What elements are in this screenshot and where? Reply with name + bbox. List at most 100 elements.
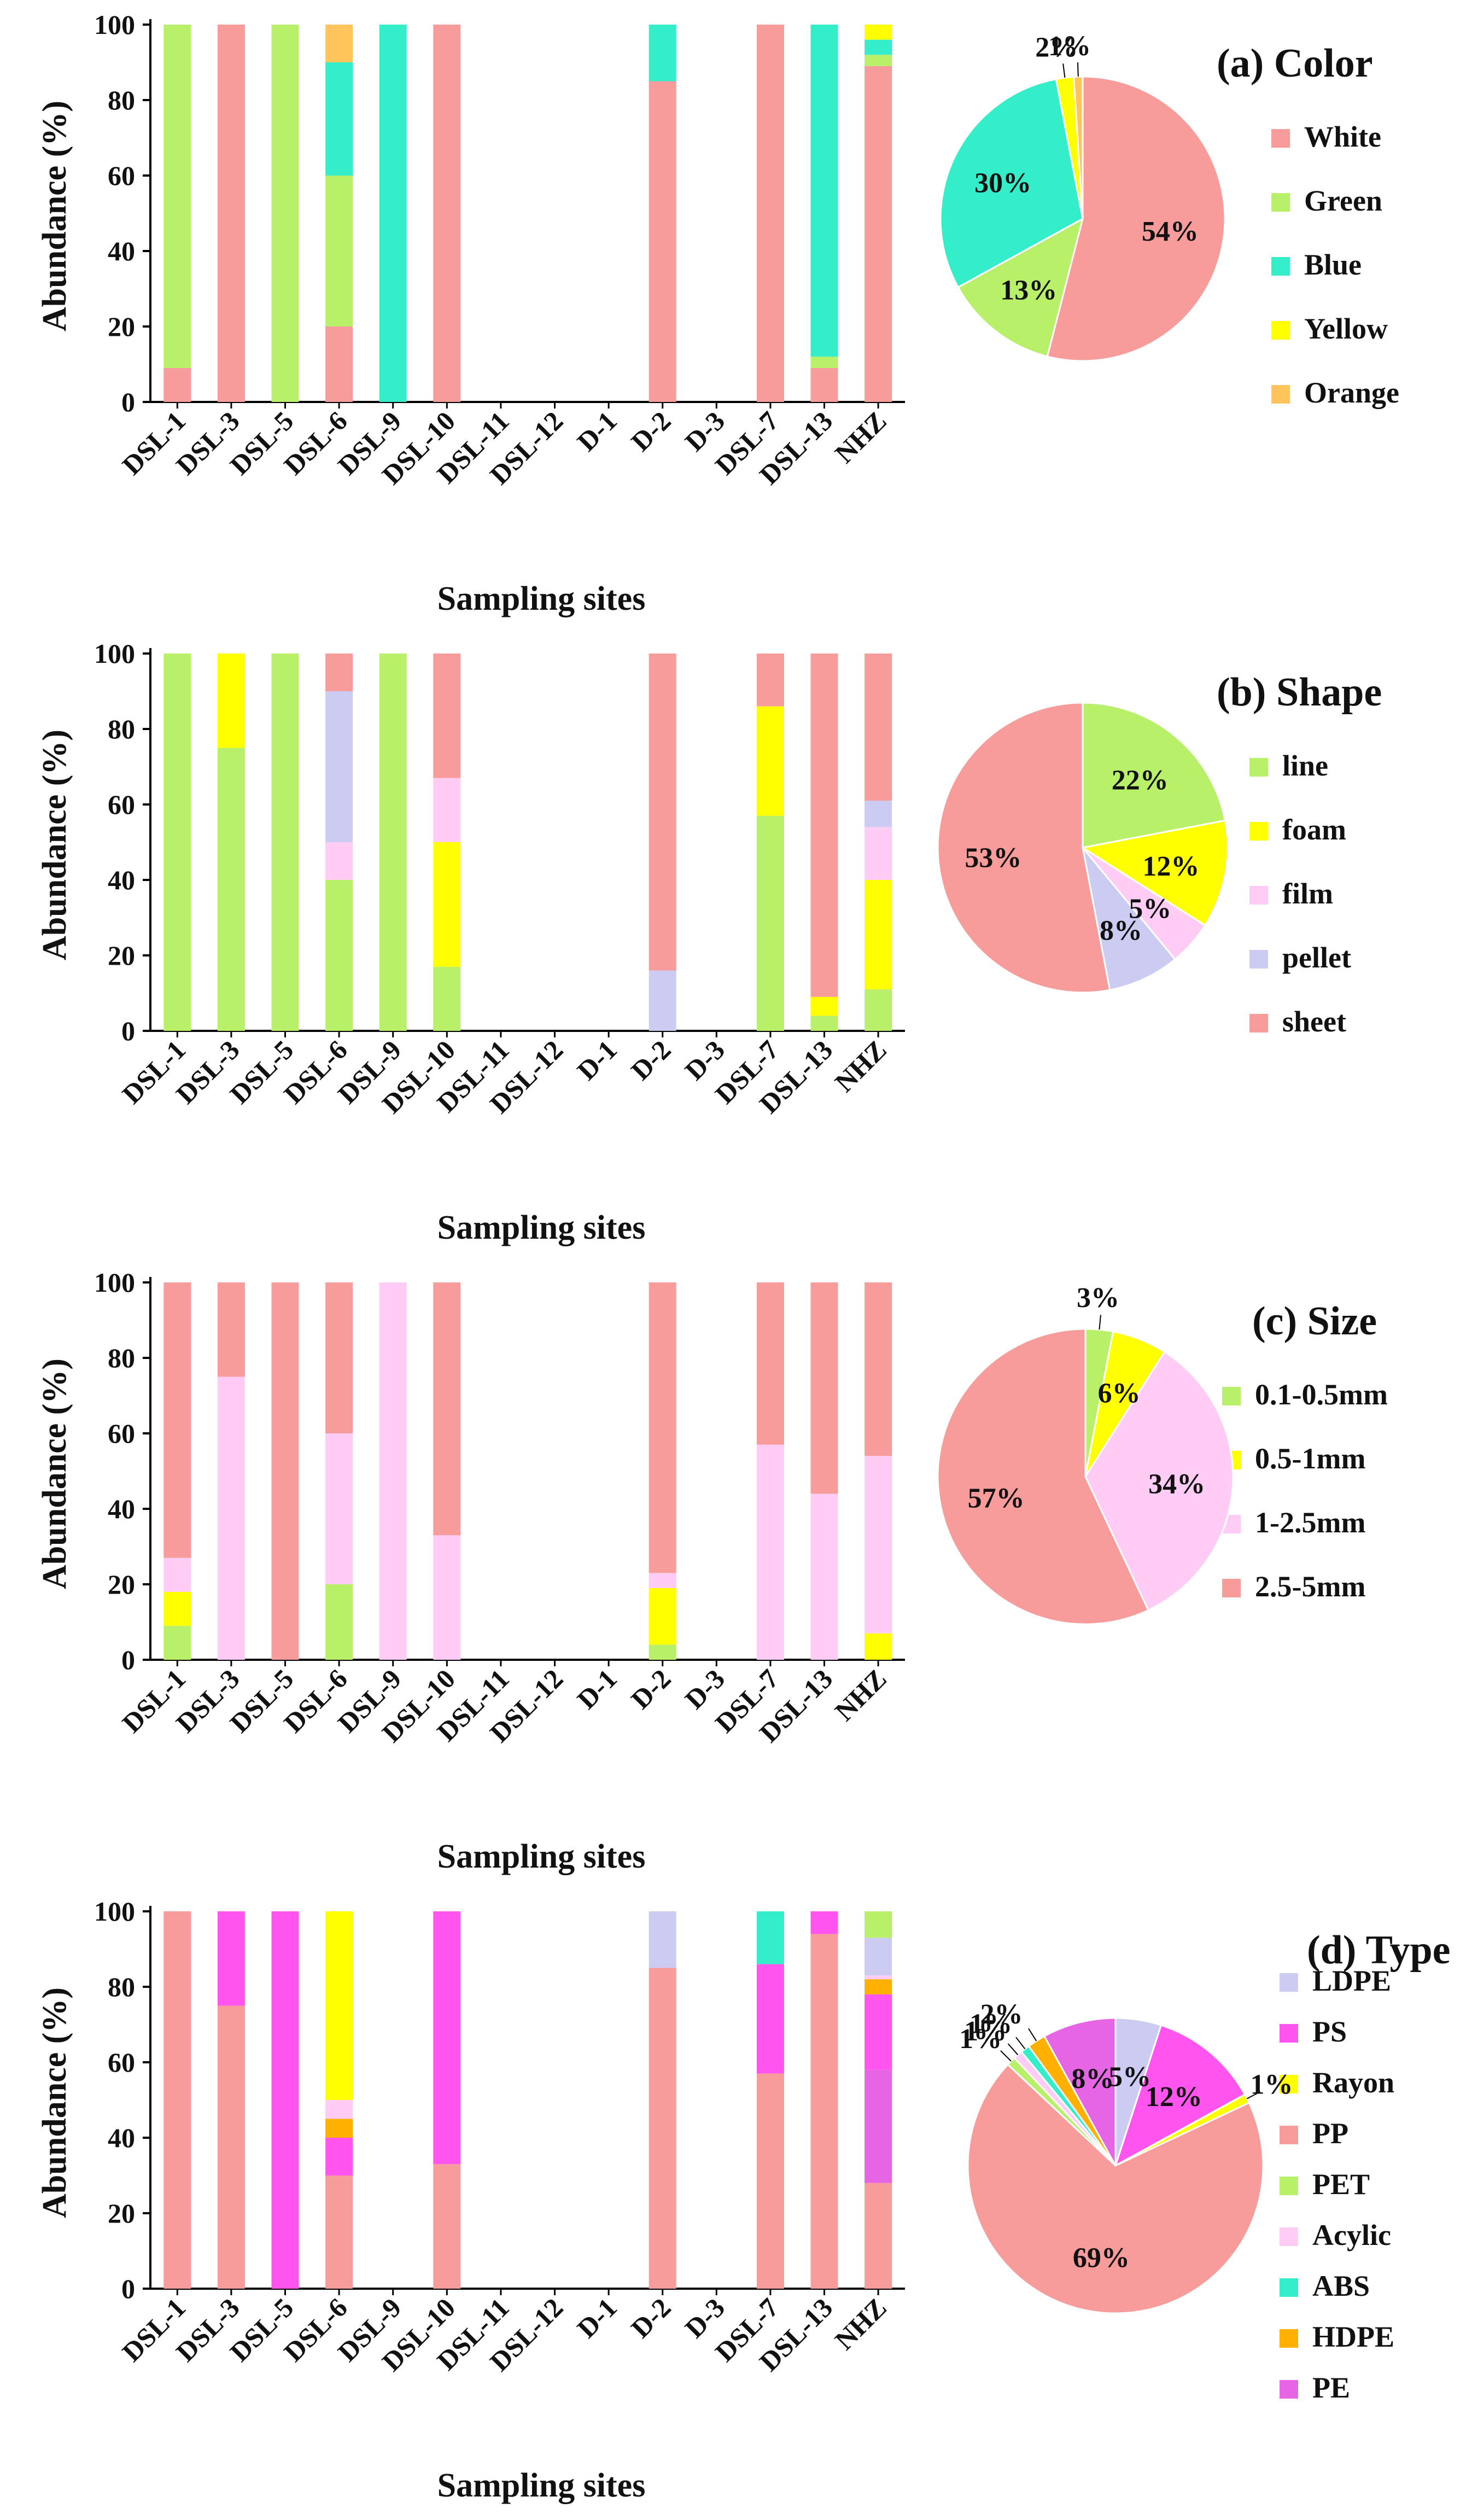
pie-slice-line [1082, 702, 1226, 849]
y-tick-label: 0 [121, 1016, 135, 1046]
legend-swatch [1280, 2024, 1298, 2043]
pie-slice-pe [1043, 2017, 1117, 2166]
x-axis-label: Sampling sites [437, 1209, 646, 1246]
pie-label: 1% [1048, 31, 1091, 62]
bar-pp [810, 1934, 838, 2289]
bar-pp [217, 2005, 245, 2289]
legend-label: line [1282, 749, 1328, 782]
pie-label: 1% [1250, 2069, 1293, 2100]
bar-green [163, 25, 191, 368]
bar-film [865, 827, 892, 880]
x-tick-label: NHZ [829, 405, 892, 469]
bar-0-5-1mm [865, 1633, 892, 1660]
bar-green [271, 25, 299, 402]
bar-white [217, 25, 245, 402]
pie-label: 13% [1000, 275, 1057, 306]
y-tick-label: 100 [94, 638, 135, 669]
panel-title: (c) Size [1252, 1299, 1377, 1344]
legend-swatch [1280, 1973, 1298, 1992]
y-tick-label: 80 [108, 714, 135, 744]
bar-1-2-5mm [217, 1376, 245, 1660]
y-tick-label: 60 [108, 160, 135, 191]
bar-0-1-0-5mm [325, 1584, 353, 1660]
legend-label: ABS [1312, 2270, 1370, 2302]
pie-slice-1-2-5mm [1084, 1350, 1234, 1612]
x-tick-label: D-2 [625, 2292, 677, 2344]
pie-leader-line [1007, 2043, 1019, 2056]
bar-foam [810, 996, 838, 1016]
legend-label: PE [1312, 2371, 1350, 2404]
bar-2-5-5mm [271, 1282, 299, 1660]
pie-slice-foam [1080, 819, 1229, 927]
pie-label: 69% [1073, 2242, 1130, 2273]
pie-label: 30% [974, 167, 1031, 199]
legend-label: PP [1312, 2117, 1348, 2150]
legend-swatch [1271, 321, 1290, 340]
bar-abs [756, 1911, 784, 1964]
y-tick-label: 40 [108, 236, 135, 266]
x-tick-label: D-1 [571, 405, 623, 457]
y-axis-label: Abundance (%) [36, 1358, 73, 1589]
legend-label: Green [1304, 184, 1382, 217]
pie-label: 12% [1142, 851, 1199, 882]
legend-swatch [1280, 2227, 1298, 2246]
y-tick-label: 0 [121, 1644, 135, 1675]
bar-2-5-5mm [756, 1282, 784, 1445]
legend-swatch [1280, 2278, 1298, 2297]
pie-leader-line [1000, 2050, 1012, 2062]
legend-label: film [1282, 877, 1333, 910]
pie-leader-line [1028, 2028, 1037, 2041]
bar-white [163, 368, 191, 402]
x-axis-label: Sampling sites [437, 580, 646, 617]
pie-slice-pellet [1082, 847, 1177, 991]
bar-2-5-5mm [810, 1282, 838, 1494]
legend-swatch [1280, 2177, 1298, 2195]
legend-swatch [1271, 385, 1290, 404]
pie-label: 12% [1146, 2081, 1202, 2113]
bar-1-2-5mm [649, 1573, 676, 1588]
bar-pellet [325, 691, 353, 842]
y-tick-label: 20 [108, 311, 135, 342]
legend-swatch [1222, 1387, 1241, 1405]
pie-leader-line [1062, 63, 1066, 78]
pie-slice-2-5-5mm [937, 1328, 1149, 1625]
y-tick-label: 0 [121, 2273, 135, 2304]
bar-line [756, 815, 784, 1031]
bar-film [433, 778, 461, 842]
bar-pp [865, 2183, 892, 2289]
bar-1-2-5mm [379, 1282, 407, 1660]
y-tick-label: 100 [94, 1267, 135, 1298]
bar-film [325, 842, 353, 880]
bar-line [163, 654, 191, 1031]
bar-blue [379, 25, 407, 402]
bar-pp [325, 2175, 353, 2289]
bar-ps [433, 1911, 461, 2165]
bar-pp [433, 2164, 461, 2289]
bar-0-1-0-5mm [649, 1644, 676, 1660]
bar-pp [649, 1968, 676, 2289]
bar-line [810, 1016, 838, 1031]
legend-swatch [1249, 1014, 1268, 1032]
legend-swatch [1280, 2380, 1298, 2399]
bar-ps [271, 1911, 299, 2289]
y-tick-label: 80 [108, 1971, 135, 2002]
bar-2-5-5mm [325, 1282, 353, 1433]
y-tick-label: 40 [108, 865, 135, 895]
bar-ps [217, 1911, 245, 2006]
pie-leader-line [1247, 2091, 1261, 2099]
pie-slice-ps [1114, 2024, 1246, 2168]
pie-label: 57% [968, 1483, 1025, 1514]
legend-swatch [1249, 758, 1268, 777]
bar-1-2-5mm [865, 1456, 892, 1634]
bar-acylic [865, 1975, 892, 1980]
bar-blue [865, 39, 892, 55]
bar-ps [810, 1911, 838, 1934]
legend-label: Blue [1304, 248, 1362, 281]
x-tick-label: NHZ [829, 1034, 892, 1098]
legend-label: Yellow [1304, 312, 1388, 345]
legend-swatch [1280, 2329, 1298, 2348]
